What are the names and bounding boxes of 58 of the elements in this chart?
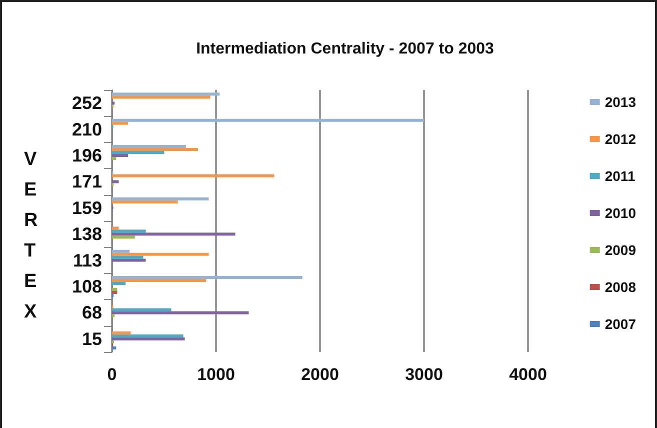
legend-label: 2008 (604, 279, 636, 295)
legend-label: 2009 (604, 242, 636, 258)
bar (112, 174, 274, 178)
bar (112, 197, 209, 200)
bar (112, 154, 128, 157)
bar (112, 122, 128, 125)
y-tick-label: 138 (72, 224, 102, 244)
bar (112, 232, 236, 236)
x-tick-label: 1000 (197, 365, 235, 384)
bar (112, 252, 209, 256)
legend-label: 2013 (604, 94, 636, 110)
legend-label: 2011 (604, 168, 636, 184)
legend-label: 2007 (604, 316, 636, 332)
bar (112, 258, 146, 262)
bar (112, 145, 186, 148)
y-tick-label: 196 (72, 146, 102, 166)
bar (112, 236, 135, 239)
y-tick-label: 15 (82, 328, 102, 349)
y-tick-label: 252 (72, 93, 102, 114)
bar (112, 334, 184, 338)
y-tick-label: 159 (72, 198, 102, 218)
bar (112, 250, 130, 253)
bar (112, 151, 164, 154)
bar (112, 331, 131, 334)
bar (112, 180, 119, 184)
x-tick-label: 3000 (405, 365, 443, 384)
bar (112, 337, 185, 340)
bar (112, 230, 146, 233)
y-tick-label: 171 (72, 172, 102, 192)
bar (112, 288, 118, 291)
chart-title: Intermediation Centrality - 2007 to 2003 (196, 40, 494, 58)
bar (112, 156, 116, 160)
bar (112, 290, 118, 294)
bar (112, 96, 210, 99)
bar (112, 276, 302, 280)
x-tick-label: 4000 (509, 365, 547, 384)
bar (112, 279, 206, 282)
legend-label: 2012 (604, 131, 636, 147)
bar (112, 102, 115, 105)
bar (112, 148, 198, 152)
legend-label: 2010 (604, 205, 636, 221)
bar (112, 346, 116, 350)
y-axis-title: VERTEX (24, 148, 38, 322)
y-tick-label: 113 (72, 250, 102, 270)
bar (112, 314, 115, 318)
bar (112, 256, 144, 259)
bar (112, 226, 119, 230)
x-tick-label: 0 (107, 365, 117, 384)
bar (112, 311, 249, 314)
y-tick-label: 210 (72, 119, 102, 140)
bar (112, 118, 424, 122)
bar (112, 200, 178, 204)
bar (112, 282, 126, 286)
bar (112, 308, 172, 312)
x-tick-label: 2000 (301, 365, 339, 384)
bar (112, 92, 220, 96)
y-tick-label: 68 (82, 302, 102, 323)
y-tick-label: 108 (72, 276, 102, 296)
